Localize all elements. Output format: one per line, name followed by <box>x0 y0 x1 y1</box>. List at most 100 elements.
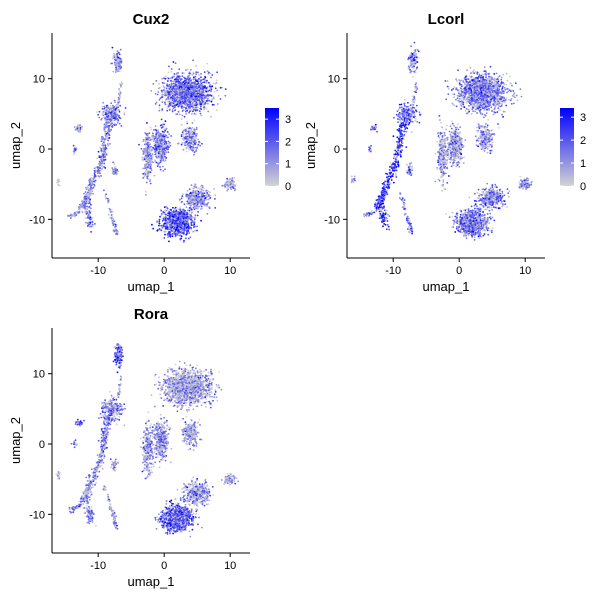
cell-point <box>207 201 210 204</box>
cell-point <box>195 150 197 153</box>
cell-point <box>202 78 205 81</box>
cell-point <box>101 168 103 170</box>
colorbar-tick-label: 3 <box>285 114 291 126</box>
cell-point <box>169 214 171 216</box>
cell-point <box>180 143 183 146</box>
cell-point <box>195 71 198 73</box>
cell-point <box>189 86 192 88</box>
cell-point <box>182 222 185 225</box>
cell-point <box>164 209 166 212</box>
cell-point <box>187 144 190 146</box>
cell-point <box>110 113 113 116</box>
cell-point <box>198 142 201 145</box>
cell-point <box>158 132 160 135</box>
cell-point <box>158 82 160 85</box>
cell-point <box>204 76 207 79</box>
cell-point <box>183 232 185 235</box>
cell-point <box>98 171 100 173</box>
cell-point <box>80 125 83 128</box>
cell-point <box>178 233 180 236</box>
cell-point <box>118 89 121 91</box>
cell-point <box>199 144 202 147</box>
cell-point <box>188 232 191 234</box>
cell-point <box>164 75 167 78</box>
cell-point <box>91 217 93 219</box>
cell-point <box>93 170 96 172</box>
cell-point <box>157 91 160 93</box>
cell-point <box>119 82 121 85</box>
cell-point <box>102 155 105 158</box>
cell-point <box>90 188 93 191</box>
cell-point <box>106 129 109 132</box>
cell-point <box>208 81 210 84</box>
cell-point <box>194 214 197 217</box>
cell-point <box>176 224 179 227</box>
cell-point <box>187 82 190 84</box>
cell-point <box>216 71 219 74</box>
cell-point <box>110 119 112 121</box>
cell-point <box>106 125 108 128</box>
cell-point <box>167 217 170 220</box>
cell-point <box>70 217 72 219</box>
cell-point <box>194 113 197 116</box>
cell-point <box>120 60 123 63</box>
cell-point <box>188 70 191 73</box>
cell-point <box>159 154 162 157</box>
cell-point <box>111 218 113 221</box>
cell-point <box>190 109 193 112</box>
cell-point <box>157 148 159 151</box>
cell-point <box>70 214 72 216</box>
cell-point <box>201 100 204 103</box>
colorbar <box>265 108 279 186</box>
cell-point <box>109 104 112 107</box>
cell-point <box>158 104 161 107</box>
cell-point <box>201 207 203 210</box>
cell-point <box>170 93 173 96</box>
cell-point <box>466 108 469 111</box>
cell-point <box>173 80 175 82</box>
cell-point <box>176 213 179 216</box>
cell-point <box>195 186 198 189</box>
cell-point <box>192 221 194 224</box>
cell-point <box>212 96 215 99</box>
cell-point <box>190 194 193 197</box>
cell-point <box>182 102 185 105</box>
cell-point <box>112 107 115 109</box>
cell-point <box>173 97 176 100</box>
cell-point <box>172 214 175 216</box>
cell-point <box>120 81 123 84</box>
cell-point <box>182 241 185 244</box>
cell-point <box>106 197 109 200</box>
cell-point <box>168 87 171 90</box>
cell-point <box>207 90 210 93</box>
cell-point <box>215 79 218 82</box>
cell-point <box>182 148 185 151</box>
cell-point <box>180 123 183 126</box>
cell-point <box>163 135 166 138</box>
cell-point <box>161 135 164 138</box>
cell-point <box>162 126 164 128</box>
cell-point <box>175 228 178 231</box>
cell-point <box>200 89 203 91</box>
cell-point <box>98 156 101 159</box>
cell-point <box>138 143 140 146</box>
cell-point <box>160 214 163 217</box>
cell-point <box>88 179 91 182</box>
cell-point <box>176 222 179 225</box>
cell-point <box>206 203 208 206</box>
cell-point <box>155 154 158 156</box>
cell-point <box>143 158 146 161</box>
cell-point <box>189 127 191 130</box>
cell-point <box>175 72 178 75</box>
cell-point <box>152 161 155 164</box>
cell-point <box>58 184 61 187</box>
cell-point <box>154 144 157 146</box>
cell-point <box>91 180 94 182</box>
cell-point <box>164 120 167 123</box>
cell-point <box>168 133 171 136</box>
cell-point <box>112 222 115 224</box>
cell-point <box>179 78 182 81</box>
cell-point <box>162 134 165 136</box>
cell-point <box>114 57 117 59</box>
cell-point <box>104 119 107 121</box>
